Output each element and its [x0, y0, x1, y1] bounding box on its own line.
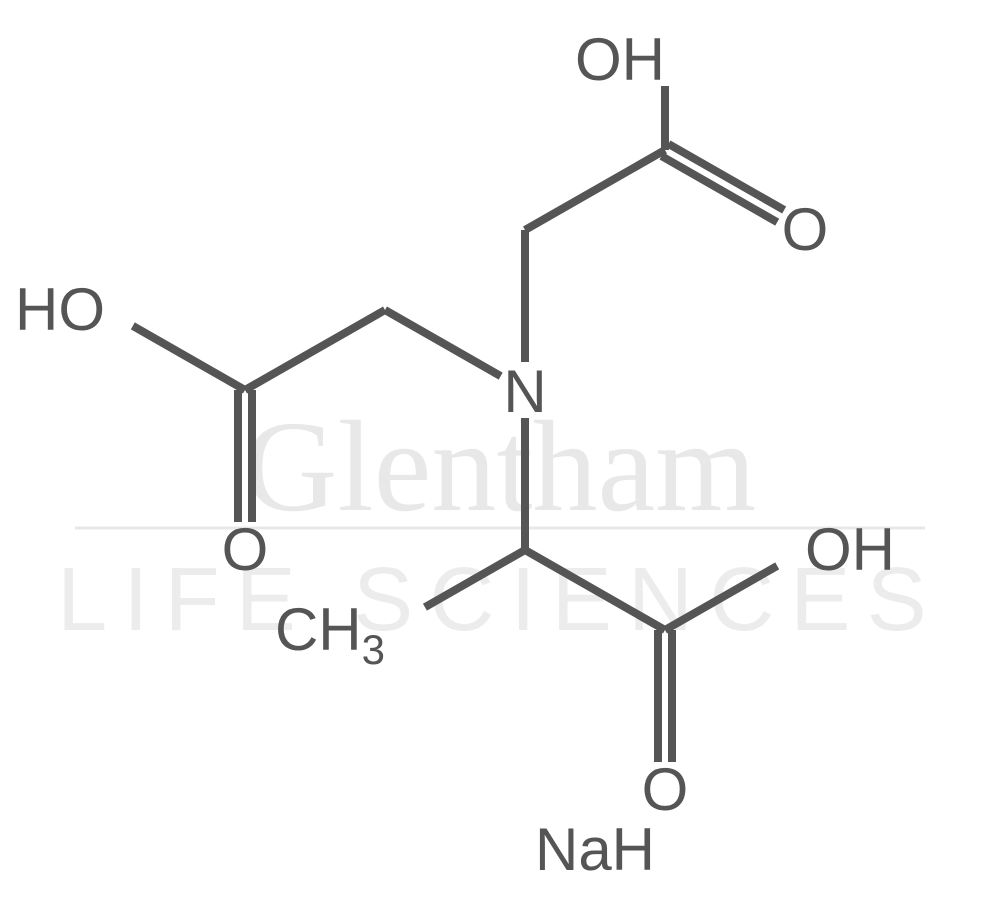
atom-label-N: N	[503, 358, 546, 425]
atom-label-O4a: O	[222, 516, 269, 583]
atom-label-NaH: NaH	[535, 816, 655, 883]
watermark-line1: Glentham	[244, 395, 757, 539]
atom-label-O7b: OH	[805, 516, 895, 583]
atom-label-O2b: OH	[575, 26, 665, 93]
atom-label-O2a: O	[782, 196, 829, 263]
chemical-structure-svg: GlenthamLIFE SCIENCESNOOHOHOCH3OOHNaH	[0, 0, 1000, 900]
atom-label-O4b: HO	[15, 276, 105, 343]
atom-label-O7a: O	[642, 756, 689, 823]
